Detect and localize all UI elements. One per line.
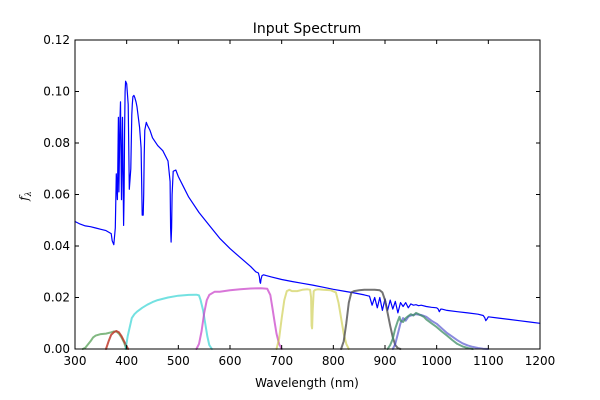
series-line-6	[275, 288, 350, 350]
y-tick-label: 0.10	[43, 85, 70, 99]
plot-series	[74, 80, 541, 350]
x-tick-label: 1200	[525, 354, 556, 368]
y-tick-label: 0.00	[43, 342, 70, 356]
y-tick-label: 0.02	[43, 291, 70, 305]
series-line-3	[105, 330, 130, 350]
y-tick-label: 0.12	[43, 33, 70, 47]
y-tick-label: 0.08	[43, 136, 70, 150]
x-tick-label: 600	[219, 354, 242, 368]
x-tick-label: 900	[374, 354, 397, 368]
x-tick-label: 400	[115, 354, 138, 368]
x-tick-label: 800	[322, 354, 345, 368]
series-line-5	[195, 287, 283, 350]
x-tick-label: 300	[64, 354, 87, 368]
x-axis: 300 400 500 600 700 800 900 1000 1100 1200	[64, 40, 556, 368]
y-tick-label: 0.06	[43, 188, 70, 202]
x-tick-label: 500	[167, 354, 190, 368]
x-tick-label: 700	[270, 354, 293, 368]
x-tick-label: 1100	[473, 354, 504, 368]
series-line-4	[124, 293, 213, 350]
series-line-1	[74, 80, 541, 324]
chart-title: Input Spectrum	[253, 21, 362, 37]
y-axis: 0.00 0.02 0.04 0.06 0.08 0.10 0.12	[43, 33, 540, 356]
plot-frame	[74, 39, 541, 350]
x-tick-label: 1000	[421, 354, 452, 368]
x-axis-label: Wavelength (nm)	[255, 376, 359, 390]
y-tick-label: 0.04	[43, 239, 70, 253]
series-line-9	[386, 311, 474, 350]
series-line-8	[391, 313, 490, 350]
y-axis-label: fλ	[17, 191, 33, 202]
